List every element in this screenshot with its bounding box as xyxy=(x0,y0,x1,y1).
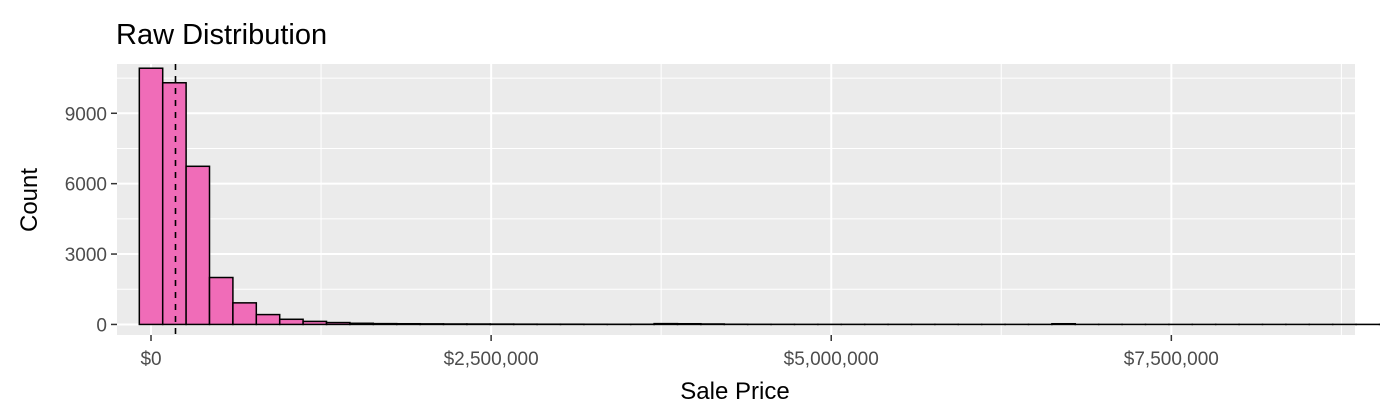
y-tick-label: 9000 xyxy=(65,104,107,125)
histogram-bar xyxy=(161,82,187,326)
x-tick-label: $5,000,000 xyxy=(784,349,879,370)
histogram-bar xyxy=(325,321,351,326)
histogram-bar xyxy=(653,322,679,326)
histogram-bar xyxy=(372,322,398,326)
y-tick-label: 3000 xyxy=(65,245,107,266)
y-tick-label: 6000 xyxy=(65,175,107,196)
x-axis: $0 $2,500,000 $5,000,000 $7,500,000 xyxy=(140,335,1219,370)
histogram-bar xyxy=(1051,322,1077,326)
chart-title: Raw Distribution xyxy=(116,19,327,51)
histogram-bar xyxy=(232,302,258,326)
histogram-bar xyxy=(138,67,164,326)
histogram-bar xyxy=(255,313,281,326)
x-axis-title: Sale Price xyxy=(680,378,789,405)
histogram-bar xyxy=(185,165,211,326)
y-axis: 0 3000 6000 9000 xyxy=(65,104,117,336)
histogram-bar xyxy=(208,276,234,326)
histogram-bar xyxy=(419,323,445,326)
y-tick-label: 0 xyxy=(96,315,107,336)
histogram-bar xyxy=(278,318,304,326)
histogram-bar xyxy=(395,322,421,326)
x-tick-label: $2,500,000 xyxy=(444,349,539,370)
histogram-bars xyxy=(138,67,1380,326)
x-tick-label: $0 xyxy=(140,349,161,370)
plot-panel xyxy=(117,64,1355,335)
y-axis-title: Count xyxy=(16,168,43,232)
histogram-bar xyxy=(676,322,702,326)
histogram-bar xyxy=(302,320,328,326)
x-tick-label: $7,500,000 xyxy=(1124,349,1219,370)
histogram-bar xyxy=(349,322,375,326)
